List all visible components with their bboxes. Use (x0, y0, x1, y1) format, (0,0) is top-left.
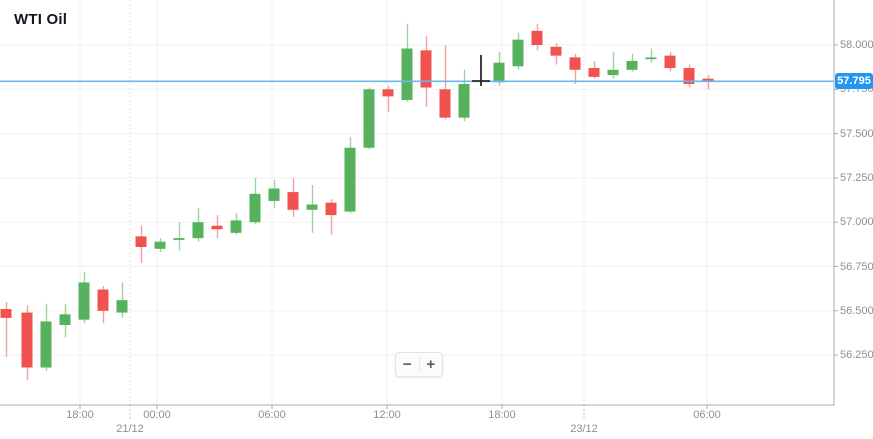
candle-up[interactable] (59, 314, 71, 325)
candle-up[interactable] (249, 193, 261, 223)
candle-down[interactable] (531, 30, 543, 45)
candle-down[interactable] (325, 202, 337, 216)
candle-down[interactable] (287, 192, 299, 210)
candle-up[interactable] (268, 188, 280, 201)
zoom-in-button[interactable]: + (426, 356, 436, 373)
price-axis-label: 58.000 (840, 39, 873, 51)
candle-up[interactable] (458, 83, 470, 118)
candle-down[interactable] (683, 68, 695, 84)
candle-up[interactable] (363, 89, 375, 148)
candle-up[interactable] (626, 60, 638, 70)
candle-down[interactable] (97, 289, 109, 311)
candle-up[interactable] (344, 147, 356, 212)
price-axis-label: 56.500 (840, 304, 873, 317)
candle-up[interactable] (40, 321, 52, 368)
candle-down[interactable] (664, 55, 676, 69)
price-axis-label: 56.750 (840, 260, 873, 273)
time-axis-label: 06:00 (693, 409, 721, 421)
date-axis-label: 21/12 (116, 423, 144, 435)
time-axis-label: 18:00 (66, 409, 94, 421)
candle-up[interactable] (78, 282, 90, 320)
price-axis-label: 57.000 (840, 216, 873, 229)
candle-down[interactable] (382, 89, 394, 97)
time-axis-label: 12:00 (373, 409, 401, 421)
date-axis-label: 23/12 (570, 423, 598, 435)
candle-up[interactable] (192, 222, 204, 239)
candle-down[interactable] (0, 309, 12, 318)
candle-up[interactable] (116, 300, 128, 313)
candle-up[interactable] (173, 238, 185, 240)
candle-down[interactable] (420, 50, 432, 88)
candle-up[interactable] (493, 62, 505, 83)
zoom-out-button[interactable]: − (402, 356, 412, 373)
candle-down[interactable] (135, 236, 147, 248)
zoom-controls: − + (395, 352, 443, 377)
candle-up[interactable] (401, 48, 413, 100)
candle-up[interactable] (230, 220, 242, 233)
price-axis-label: 57.250 (840, 171, 873, 184)
candle-down[interactable] (211, 225, 223, 230)
zoom-divider (418, 357, 420, 372)
candle-down[interactable] (588, 68, 600, 77)
symbol-title: WTI Oil (14, 11, 68, 28)
candle-down[interactable] (439, 89, 451, 118)
time-axis-label: 06:00 (258, 409, 286, 421)
price-axis-label: 56.250 (840, 349, 873, 362)
time-axis-label: 18:00 (488, 409, 516, 421)
candle-down[interactable] (550, 46, 562, 56)
candle-down[interactable] (702, 78, 714, 82)
time-axis-label: 00:00 (143, 409, 171, 421)
candle-up[interactable] (512, 39, 524, 67)
candle-up[interactable] (154, 241, 166, 249)
candle-down[interactable] (569, 57, 581, 70)
candle-up[interactable] (306, 204, 318, 210)
price-axis-label: 57.500 (840, 127, 873, 140)
candle-up[interactable] (607, 69, 619, 76)
candle-down[interactable] (21, 312, 33, 368)
last-price-badge: 57.795 (835, 73, 873, 90)
candle-up[interactable] (645, 57, 657, 60)
